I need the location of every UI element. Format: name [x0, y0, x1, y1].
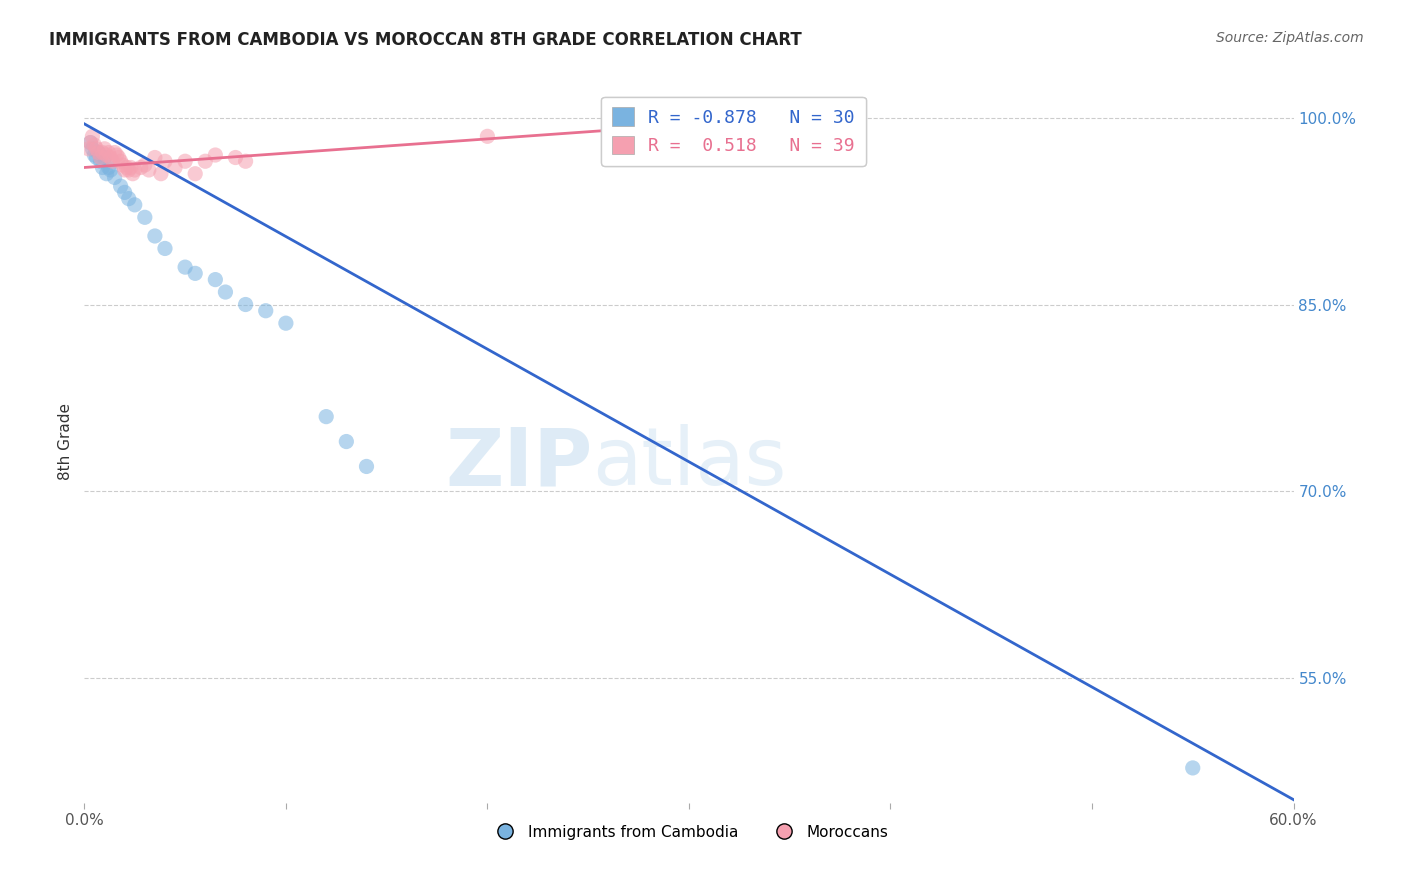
Point [79, 136, 101, 150]
Point [83, 138, 105, 153]
Point [110, 154, 132, 169]
Point [315, 409, 337, 424]
Point [97, 145, 120, 160]
Point [91, 145, 114, 160]
Point [93, 151, 115, 165]
Point [165, 161, 187, 175]
Point [254, 303, 277, 318]
Point [96, 148, 118, 162]
Point [274, 316, 297, 330]
Point [134, 211, 156, 225]
Point [194, 154, 217, 169]
Point [477, 129, 499, 144]
Text: Source: ZipAtlas.com: Source: ZipAtlas.com [1216, 31, 1364, 45]
Point [100, 151, 122, 165]
Point [184, 167, 207, 181]
Text: atlas: atlas [592, 425, 786, 502]
Point [86, 151, 108, 165]
Point [143, 229, 166, 244]
Point [678, 123, 700, 137]
Point [153, 154, 176, 169]
Point [110, 179, 132, 194]
Point [235, 297, 257, 311]
Point [134, 158, 156, 172]
Text: IMMIGRANTS FROM CAMBODIA VS MOROCCAN 8TH GRADE CORRELATION CHART: IMMIGRANTS FROM CAMBODIA VS MOROCCAN 8TH… [49, 31, 801, 49]
Point [100, 163, 122, 178]
Point [204, 148, 226, 162]
Point [174, 154, 197, 169]
Point [87, 145, 110, 160]
Point [118, 163, 141, 178]
Point [115, 161, 138, 175]
Point [184, 266, 207, 280]
Point [235, 154, 257, 169]
Point [91, 161, 114, 175]
Point [93, 142, 115, 156]
Point [104, 170, 127, 185]
Point [79, 136, 101, 150]
Point [101, 154, 124, 169]
Point [114, 163, 136, 178]
Point [120, 161, 142, 175]
Point [111, 158, 134, 172]
Point [89, 151, 111, 165]
Point [107, 151, 129, 165]
Point [83, 148, 105, 162]
Point [124, 163, 146, 178]
Point [143, 151, 166, 165]
Point [174, 260, 197, 274]
Point [138, 163, 160, 178]
Y-axis label: 8th Grade: 8th Grade [58, 403, 73, 480]
Point [87, 145, 110, 160]
Point [104, 145, 127, 160]
Point [121, 167, 143, 181]
Point [153, 242, 176, 256]
Point [335, 434, 357, 449]
Point [82, 129, 104, 144]
Point [118, 192, 141, 206]
Point [225, 151, 247, 165]
Point [356, 459, 378, 474]
Point [77, 142, 100, 156]
Legend: Immigrants from Cambodia, Moroccans: Immigrants from Cambodia, Moroccans [484, 819, 894, 846]
Point [129, 161, 152, 175]
Point [97, 161, 120, 175]
Point [105, 148, 128, 162]
Point [86, 142, 108, 156]
Point [149, 167, 172, 181]
Point [96, 167, 118, 181]
Point [124, 198, 146, 212]
Text: ZIP: ZIP [444, 425, 592, 502]
Point [214, 285, 236, 299]
Point [89, 154, 111, 169]
Point [82, 142, 104, 156]
Point [114, 186, 136, 200]
Point [1181, 761, 1204, 775]
Point [204, 272, 226, 286]
